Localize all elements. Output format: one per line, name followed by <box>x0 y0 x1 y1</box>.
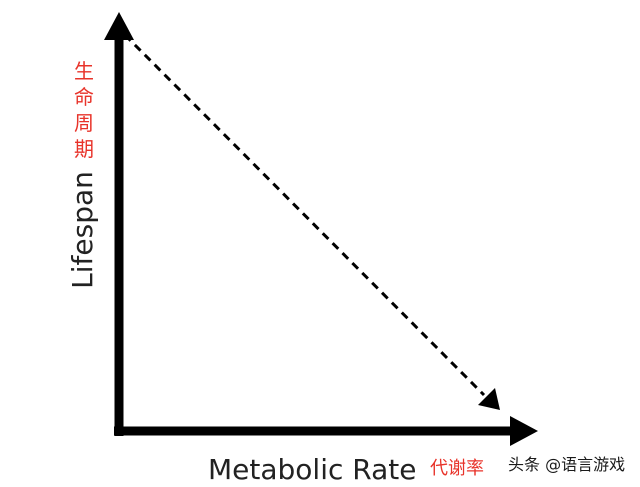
y-axis-label-cn-char: 周 <box>74 111 94 135</box>
y-axis-label-chinese: 生 命 周 期 <box>74 59 94 161</box>
watermark-text: 头条 @语言游戏 <box>508 455 625 474</box>
y-axis-label-cn-char: 命 <box>74 85 94 109</box>
y-axis-arrowhead <box>104 12 134 40</box>
y-axis-label: Lifespan <box>66 171 99 289</box>
y-axis-label-cn-char: 生 <box>74 59 94 83</box>
x-axis-label-chinese: 代谢率 <box>430 458 484 479</box>
x-axis-label: Metabolic Rate <box>208 453 416 486</box>
x-axis-arrowhead <box>510 416 538 446</box>
trend-dashed-line <box>123 33 486 397</box>
y-axis-label-cn-char: 期 <box>74 137 94 161</box>
trend-arrowhead <box>478 388 500 410</box>
